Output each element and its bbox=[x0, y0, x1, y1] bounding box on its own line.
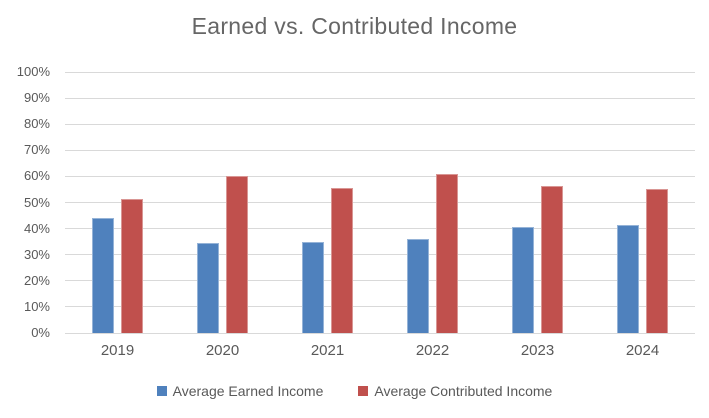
y-axis-tick-label: 40% bbox=[23, 220, 50, 236]
y-axis-tick-label: 0% bbox=[31, 325, 50, 340]
bar-2020-series-0 bbox=[197, 242, 219, 333]
x-axis-category-label: 2023 bbox=[520, 342, 555, 359]
gridline bbox=[65, 71, 695, 73]
gridline bbox=[65, 332, 695, 334]
legend-item: Average Contributed Income bbox=[358, 383, 552, 399]
bar-2024-series-1 bbox=[646, 189, 668, 333]
y-axis-tick-label: 100% bbox=[16, 64, 50, 79]
y-axis-tick-label: 70% bbox=[23, 142, 50, 158]
y-axis: 0% 10% 20% 30% 40% 50% 60% 70% 80% 90% 100% bbox=[0, 64, 50, 340]
bar-2019-series-0 bbox=[92, 218, 114, 333]
bar-2023-series-1 bbox=[541, 185, 563, 333]
y-axis-tick-label: 90% bbox=[23, 90, 50, 106]
y-axis-tick-label: 50% bbox=[23, 194, 50, 210]
bar-2024-series-0 bbox=[617, 224, 639, 333]
x-axis-category-label: 2020 bbox=[205, 342, 240, 359]
legend-label: Average Earned Income bbox=[172, 383, 324, 399]
legend-label: Average Contributed Income bbox=[374, 383, 553, 399]
gridline bbox=[65, 280, 695, 282]
gridline bbox=[65, 175, 695, 177]
x-axis: 2019 2020 2021 2022 2023 2024 bbox=[65, 341, 695, 361]
legend-swatch-icon bbox=[156, 386, 167, 396]
plot-area bbox=[65, 71, 695, 334]
bar-2020-series-1 bbox=[226, 176, 248, 333]
gridline bbox=[65, 149, 695, 151]
y-axis-tick-label: 60% bbox=[23, 168, 50, 184]
x-axis-category-label: 2019 bbox=[100, 342, 135, 359]
gridline bbox=[65, 228, 695, 230]
y-axis-tick-label: 10% bbox=[23, 298, 50, 314]
gridline bbox=[65, 123, 695, 125]
bar-2019-series-1 bbox=[121, 198, 143, 333]
gridline bbox=[65, 306, 695, 308]
chart-title: Earned vs. Contributed Income bbox=[191, 13, 518, 39]
y-axis-tick-label: 20% bbox=[23, 272, 50, 288]
x-axis-category-label: 2022 bbox=[415, 342, 450, 359]
y-axis-tick-label: 30% bbox=[23, 246, 50, 262]
legend-swatch-icon bbox=[358, 386, 369, 396]
bar-2022-series-1 bbox=[436, 173, 458, 333]
legend: Average Earned Income Average Contributed… bbox=[0, 383, 709, 399]
bar-2023-series-0 bbox=[512, 227, 534, 333]
y-axis-tick-label: 80% bbox=[23, 116, 50, 132]
bar-2021-series-1 bbox=[331, 188, 353, 333]
bar-2021-series-0 bbox=[302, 241, 324, 333]
gridline bbox=[65, 202, 695, 203]
x-axis-category-label: 2021 bbox=[310, 342, 345, 359]
gridline bbox=[65, 254, 695, 256]
x-axis-category-label: 2024 bbox=[625, 342, 660, 359]
legend-item: Average Earned Income bbox=[156, 383, 324, 399]
bar-2022-series-0 bbox=[407, 239, 429, 333]
gridline bbox=[65, 97, 695, 99]
